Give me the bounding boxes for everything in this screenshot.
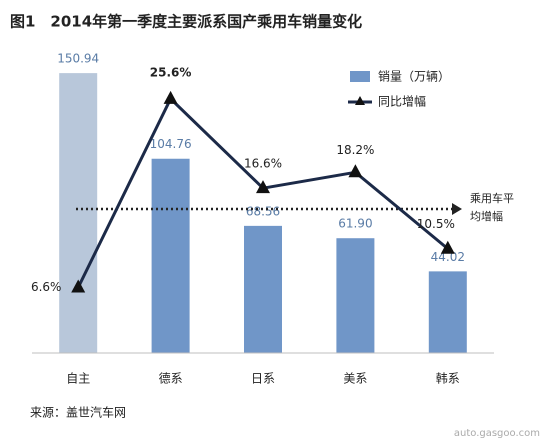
average-label: 乘用车平 bbox=[470, 191, 514, 205]
watermark: auto.gasgoo.com bbox=[454, 428, 540, 439]
x-tick-label: 德系 bbox=[159, 371, 183, 386]
legend-label: 同比增幅 bbox=[378, 94, 426, 109]
line-marker bbox=[440, 240, 455, 254]
line-marker bbox=[71, 279, 86, 293]
bar-value-label: 44.02 bbox=[431, 250, 465, 264]
x-tick-label: 自主 bbox=[66, 372, 90, 386]
bar bbox=[336, 238, 375, 353]
legend-marker bbox=[355, 96, 365, 105]
x-tick-label: 美系 bbox=[343, 372, 367, 386]
line-marker bbox=[348, 164, 363, 178]
line-value-label: 10.5% bbox=[417, 217, 455, 231]
x-tick-label: 韩系 bbox=[436, 371, 460, 386]
line-marker bbox=[163, 90, 178, 104]
bar-value-label: 104.76 bbox=[150, 137, 192, 151]
bar bbox=[151, 158, 190, 353]
bar-value-label: 61.90 bbox=[338, 217, 372, 231]
bar bbox=[244, 225, 282, 353]
bar-value-label: 68.56 bbox=[246, 204, 280, 218]
average-arrow bbox=[452, 203, 462, 216]
line-value-label: 16.6% bbox=[244, 157, 282, 171]
line-marker bbox=[256, 180, 270, 194]
line-value-label: 18.2% bbox=[336, 143, 374, 157]
chart-title: 图1 2014年第一季度主要派系国产乘用车销量变化 bbox=[10, 13, 362, 31]
bar-value-label: 150.94 bbox=[57, 52, 99, 66]
x-tick-label: 日系 bbox=[251, 372, 275, 386]
bar bbox=[428, 271, 467, 353]
line-value-label: 25.6% bbox=[150, 65, 192, 79]
legend-swatch bbox=[350, 71, 370, 82]
source: 来源：盖世汽车网 bbox=[30, 405, 126, 420]
average-label: 均增幅 bbox=[470, 209, 503, 223]
bar bbox=[59, 73, 98, 353]
legend-label: 销量（万辆） bbox=[378, 70, 450, 84]
line-value-label: 6.6% bbox=[31, 280, 62, 294]
